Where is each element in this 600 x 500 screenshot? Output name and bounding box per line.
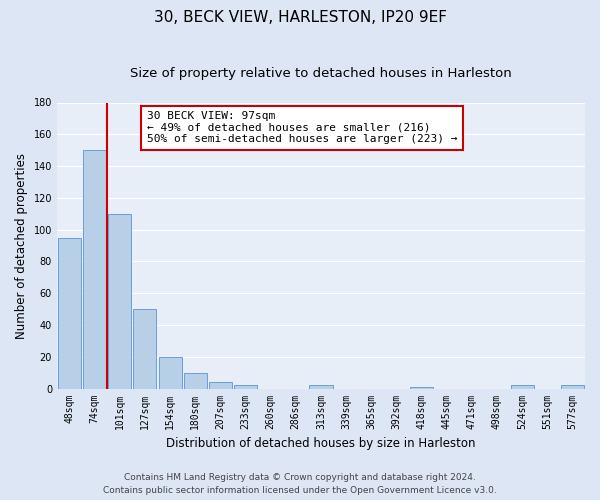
- Bar: [511, 386, 534, 388]
- Bar: [561, 386, 584, 388]
- Bar: [184, 372, 207, 388]
- Bar: [133, 309, 157, 388]
- Bar: [234, 386, 257, 388]
- Text: 30 BECK VIEW: 97sqm
← 49% of detached houses are smaller (216)
50% of semi-detac: 30 BECK VIEW: 97sqm ← 49% of detached ho…: [146, 111, 457, 144]
- Text: Contains HM Land Registry data © Crown copyright and database right 2024.
Contai: Contains HM Land Registry data © Crown c…: [103, 473, 497, 495]
- X-axis label: Distribution of detached houses by size in Harleston: Distribution of detached houses by size …: [166, 437, 476, 450]
- Title: Size of property relative to detached houses in Harleston: Size of property relative to detached ho…: [130, 68, 512, 80]
- Bar: [209, 382, 232, 388]
- Bar: [158, 357, 182, 388]
- Bar: [108, 214, 131, 388]
- Bar: [83, 150, 106, 388]
- Bar: [58, 238, 81, 388]
- Text: 30, BECK VIEW, HARLESTON, IP20 9EF: 30, BECK VIEW, HARLESTON, IP20 9EF: [154, 10, 446, 25]
- Bar: [410, 387, 433, 388]
- Bar: [310, 386, 332, 388]
- Y-axis label: Number of detached properties: Number of detached properties: [15, 152, 28, 338]
